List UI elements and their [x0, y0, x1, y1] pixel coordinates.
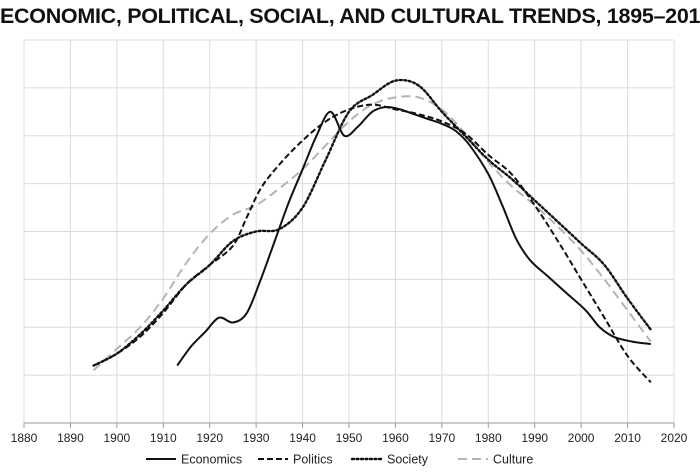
x-tick-label: 1910 — [150, 431, 177, 445]
x-tick-label: 1940 — [289, 431, 316, 445]
x-tick-label: 1960 — [382, 431, 409, 445]
x-tick-label: 2020 — [661, 431, 688, 445]
x-axis: 1880 1890 1900 1910 1920 1930 1940 1950 1960 1970… — [11, 422, 688, 445]
x-tick-label: 1880 — [11, 431, 38, 445]
x-tick-label: 1900 — [104, 431, 131, 445]
x-tick-label: 1920 — [196, 431, 223, 445]
gridlines — [23, 39, 675, 423]
legend-label-society: Society — [387, 453, 429, 467]
legend-label-economics: Economics — [181, 453, 242, 467]
legend-label-culture: Culture — [493, 453, 533, 467]
x-tick-label: 1980 — [475, 431, 502, 445]
legend: Economics Politics Society Culture — [146, 453, 533, 467]
legend-label-politics: Politics — [293, 453, 333, 467]
series-line-politics — [93, 103, 652, 383]
x-tick-label: 2010 — [614, 431, 641, 445]
x-tick-label: 2000 — [568, 431, 595, 445]
series-lines — [92, 78, 652, 383]
series-line-economics — [176, 105, 651, 367]
x-tick-label: 1950 — [336, 431, 363, 445]
x-tick-label: 1970 — [429, 431, 456, 445]
series-line-culture — [92, 95, 652, 372]
chart-title: ECONOMIC, POLITICAL, SOCIAL, AND CULTURA… — [0, 4, 700, 28]
x-tick-label: 1930 — [243, 431, 270, 445]
x-tick-label: 1890 — [57, 431, 84, 445]
x-tick-label: 1990 — [521, 431, 548, 445]
series-line-society — [92, 78, 652, 367]
